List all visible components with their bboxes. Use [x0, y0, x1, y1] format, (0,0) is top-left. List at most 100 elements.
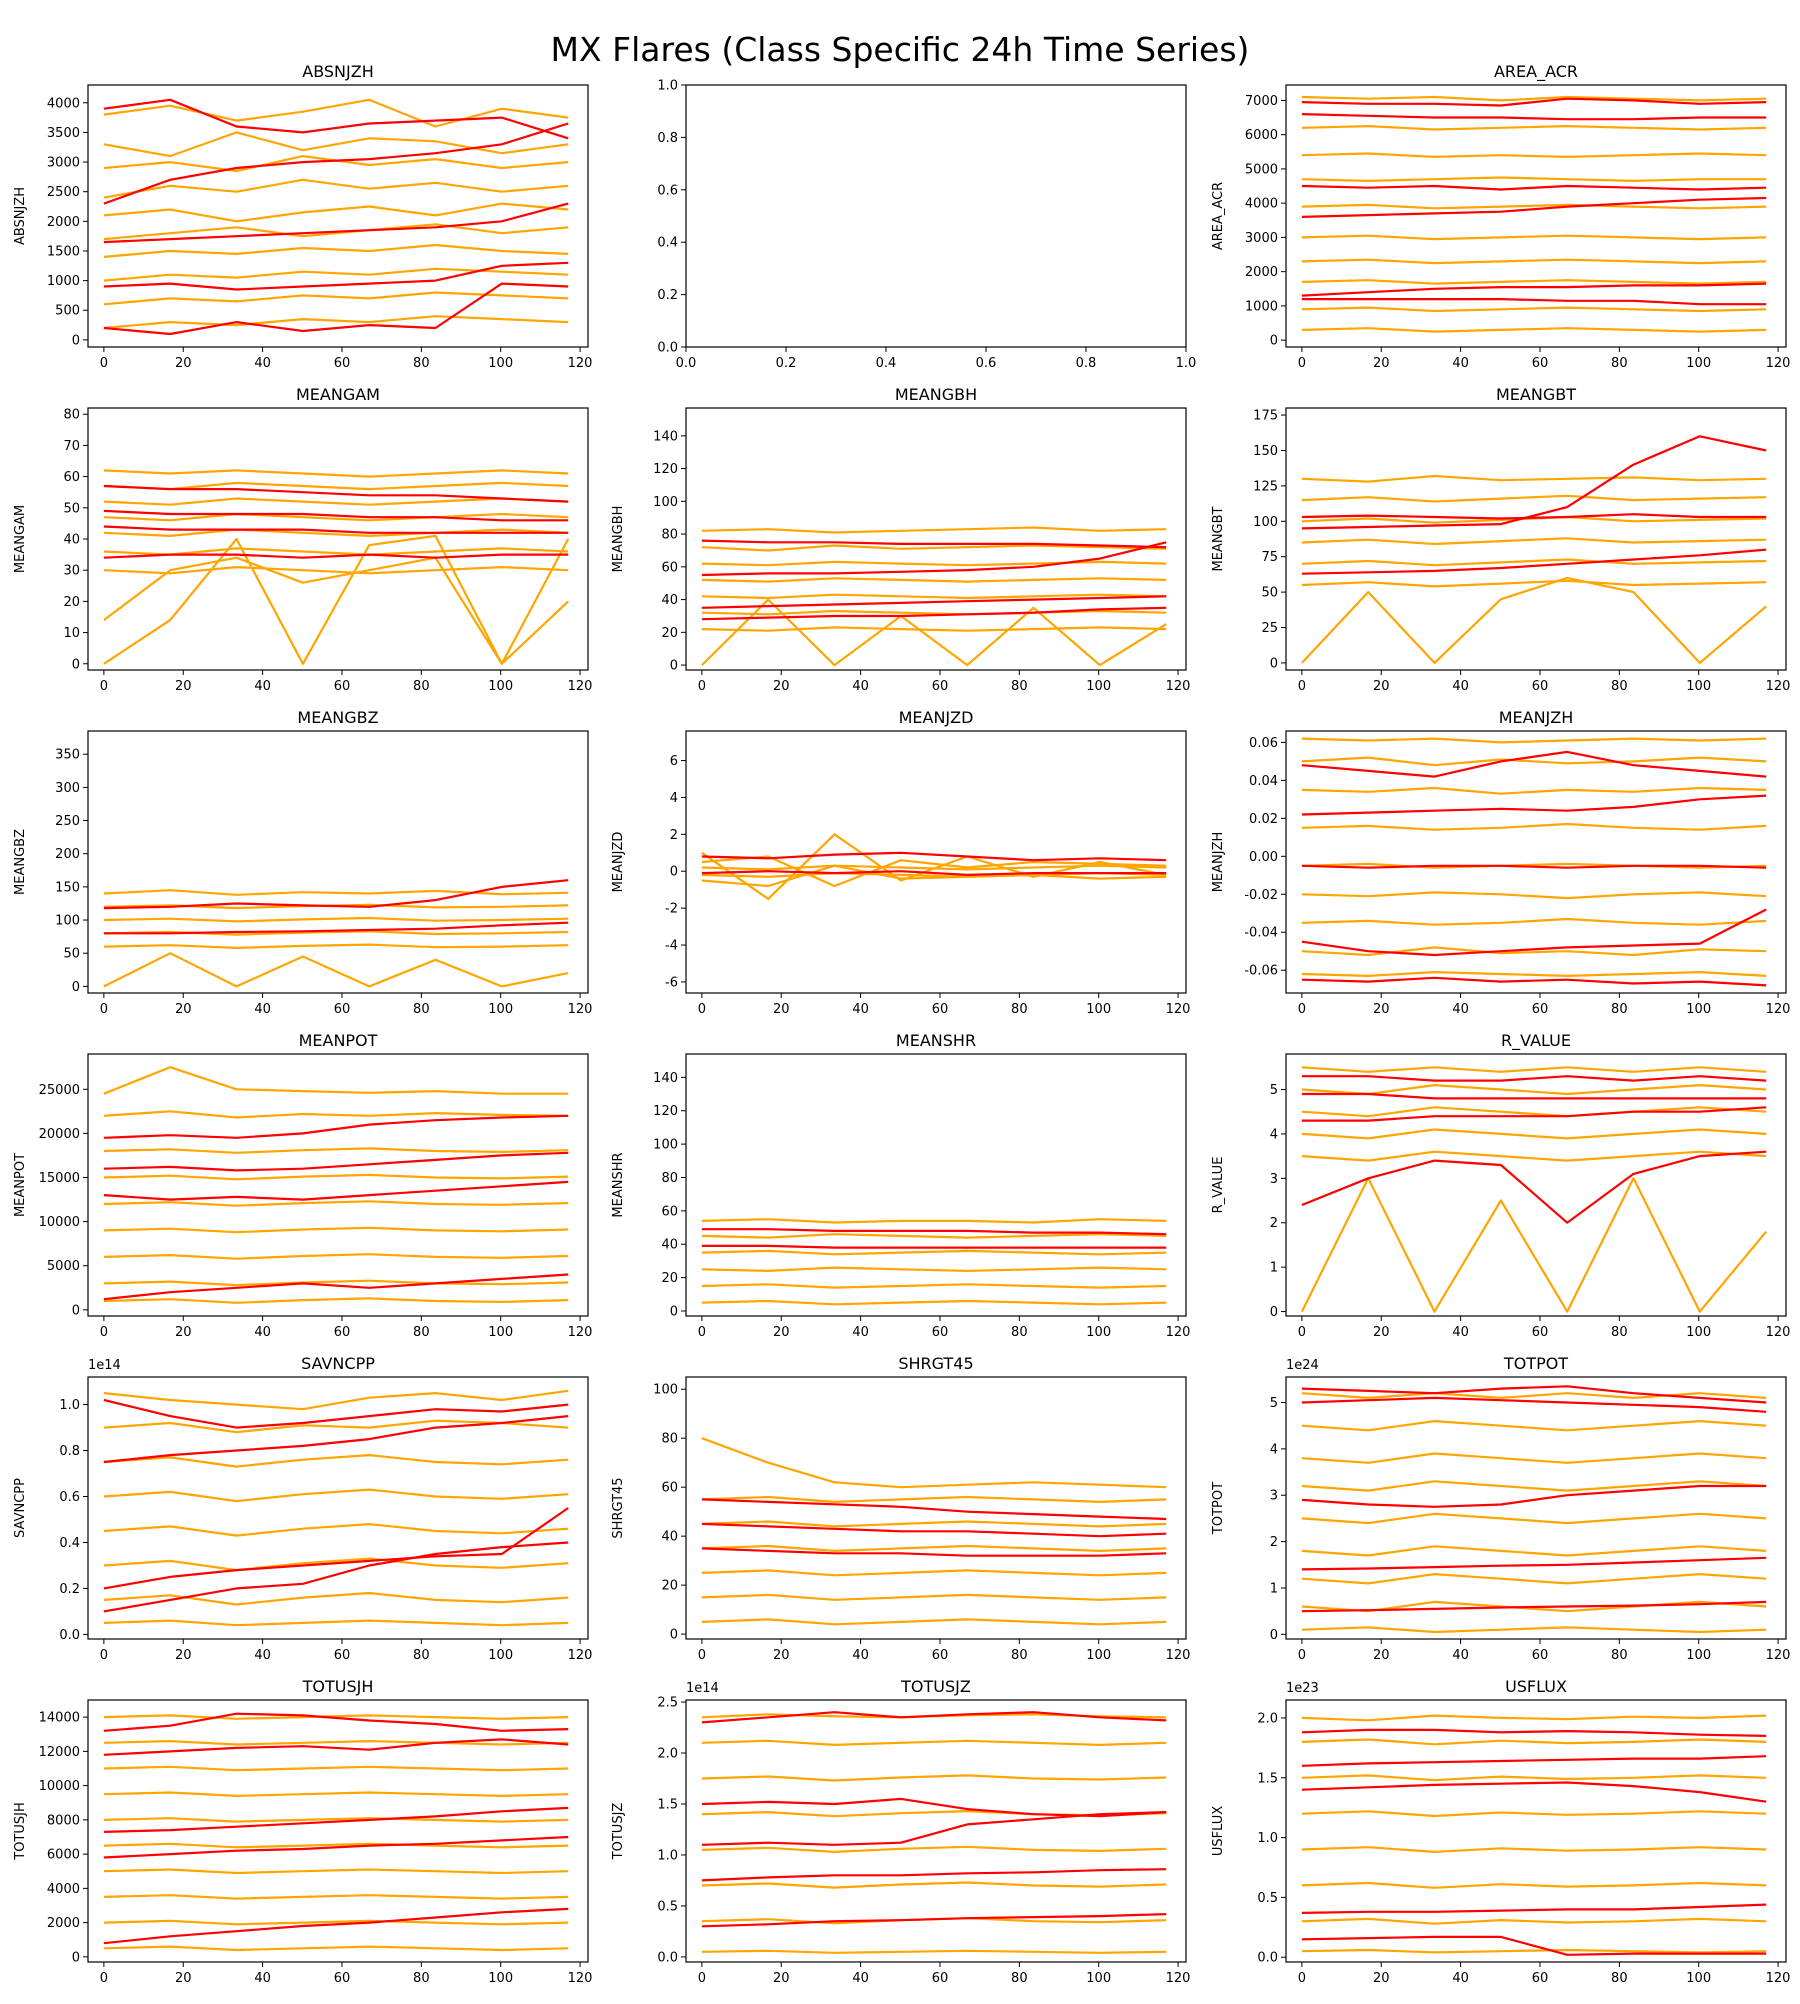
y-tick-label: 0 [72, 333, 80, 348]
y-tick-label: 4000 [47, 96, 80, 111]
y-tick-label: 4000 [1245, 197, 1278, 212]
series-line-orange [701, 1881, 1167, 1889]
x-tick-label: 20 [175, 356, 192, 371]
series-line-orange [1301, 737, 1767, 744]
series-line-orange [103, 155, 569, 173]
y-tick-label: 8000 [47, 1813, 80, 1828]
x-tick-label: 20 [1373, 1002, 1390, 1017]
y-tick-label: 2.0 [1257, 1711, 1278, 1726]
y-tick-label: 40 [661, 593, 678, 608]
x-tick-label: 40 [1452, 1971, 1469, 1986]
series-line-orange [1301, 474, 1767, 483]
y-tick-label: 3 [1270, 1489, 1278, 1504]
y-tick-label: 1000 [47, 274, 80, 289]
series-line-red [103, 1712, 569, 1732]
subplot-meangam: 0 20 40 60 80 100 120 0 10 20 30 40 50 60 70 80 MEANGAM M… [13, 385, 592, 694]
y-tick-label: 5 [1270, 1396, 1278, 1411]
y-axis-label: TOTUSJH [13, 1802, 28, 1861]
series-line-orange [1301, 917, 1767, 926]
y-tick-label: 50 [63, 947, 80, 962]
series-line-red [701, 1522, 1167, 1538]
series-line-orange [701, 864, 1167, 888]
y-tick-label: 1 [1270, 1261, 1278, 1276]
y-tick-label: 300 [55, 781, 80, 796]
series-line-orange [103, 1817, 569, 1823]
x-tick-label: 120 [1766, 1648, 1791, 1663]
series-line-orange [1301, 1392, 1767, 1400]
y-axis-label: MEANGBH [611, 506, 626, 573]
subplot-savncpp: 0 20 40 60 80 100 120 0.0 0.2 0.4 0.6 0.8 1.0 SAVNCPP… [13, 1354, 592, 1663]
x-tick-label: 20 [175, 1648, 192, 1663]
y-axis-label: SAVNCPP [13, 1478, 28, 1538]
y-axis-label: MEANGBZ [13, 829, 28, 895]
x-tick-label: 40 [1452, 679, 1469, 694]
y-offset-label: 1e14 [88, 1358, 121, 1373]
axes-frame [87, 84, 589, 348]
series-line-orange [701, 1949, 1167, 1954]
series-line-red [1301, 513, 1767, 520]
series-line-red [1301, 1935, 1767, 1956]
subplot-meanpot: 0 20 40 60 80 100 120 0 5000 10000 15000 20000 25000… [13, 1031, 592, 1340]
series-group [1301, 95, 1767, 333]
x-tick-label: 40 [254, 1325, 271, 1340]
series-group [103, 1389, 569, 1627]
series-line-orange [1301, 1948, 1767, 1954]
axes-frame [685, 407, 1187, 671]
series-line-orange [103, 1279, 569, 1287]
y-axis-label: MEANJZH [1211, 832, 1226, 893]
x-tick-label: 40 [1452, 356, 1469, 371]
axes-frame [685, 1053, 1187, 1317]
x-tick-label: 100 [488, 679, 513, 694]
series-line-red [103, 1806, 569, 1833]
x-tick-label: 0.4 [876, 356, 897, 371]
y-tick-label: 3500 [47, 126, 80, 141]
y-offset-label: 1e24 [1286, 1358, 1319, 1373]
series-line-orange [103, 98, 569, 128]
x-tick-label: 60 [334, 1971, 351, 1986]
subplot-meangbh: 0 20 40 60 80 100 120 0 20 40 60 80 100 120 140 MEANGBH… [611, 385, 1190, 694]
x-tick-label: 100 [1686, 1325, 1711, 1340]
series-line-orange [1301, 234, 1767, 241]
series-line-orange [103, 291, 569, 306]
y-tick-label: 20000 [39, 1127, 80, 1142]
subplot-title: ABSNJZH [302, 62, 373, 81]
y-tick-label: 60 [661, 1204, 678, 1219]
series-line-orange [701, 544, 1167, 552]
x-tick-label: 20 [773, 1325, 790, 1340]
series-line-orange [103, 528, 569, 538]
y-tick-label: 0 [72, 1950, 80, 1965]
series-line-orange [701, 1437, 1167, 1489]
y-tick-label: 6000 [47, 1848, 80, 1863]
y-tick-label: 3000 [1245, 231, 1278, 246]
series-line-orange [103, 1147, 569, 1154]
series-line-orange [103, 1453, 569, 1468]
x-tick-label: 0 [698, 1971, 706, 1986]
series-line-red [103, 98, 569, 140]
subplot-title: MEANJZH [1499, 708, 1574, 727]
series-line-orange [1301, 1545, 1767, 1557]
x-tick-label: 120 [1166, 1002, 1191, 1017]
series-line-red [701, 1711, 1167, 1724]
series-line-orange [103, 1591, 569, 1606]
series-line-orange [701, 1233, 1167, 1239]
series-line-orange [1301, 1150, 1767, 1162]
series-line-orange [1301, 576, 1767, 665]
series-line-red [701, 1228, 1167, 1236]
y-tick-label: 250 [55, 814, 80, 829]
series-group [1301, 1714, 1767, 1956]
series-line-orange [1301, 946, 1767, 957]
series-group [103, 1712, 569, 1952]
x-tick-label: 100 [1686, 1002, 1711, 1017]
x-tick-label: 60 [334, 1648, 351, 1663]
subplot-title: MEANGBH [895, 385, 977, 404]
y-tick-label: 10000 [39, 1779, 80, 1794]
x-tick-label: 40 [852, 1325, 869, 1340]
x-tick-label: 60 [1532, 679, 1549, 694]
axes-frame [87, 1699, 589, 1963]
x-tick-label: 120 [1766, 1971, 1791, 1986]
y-axis-label: MEANPOT [13, 1153, 28, 1217]
y-tick-label: 15000 [39, 1171, 80, 1186]
subplot-totusjz: 0 20 40 60 80 100 120 0.0 0.5 1.0 1.5 2.0 2.5 TOTUSJZ… [611, 1677, 1190, 1986]
series-line-orange [1301, 862, 1767, 869]
x-tick-label: 60 [932, 1971, 949, 1986]
